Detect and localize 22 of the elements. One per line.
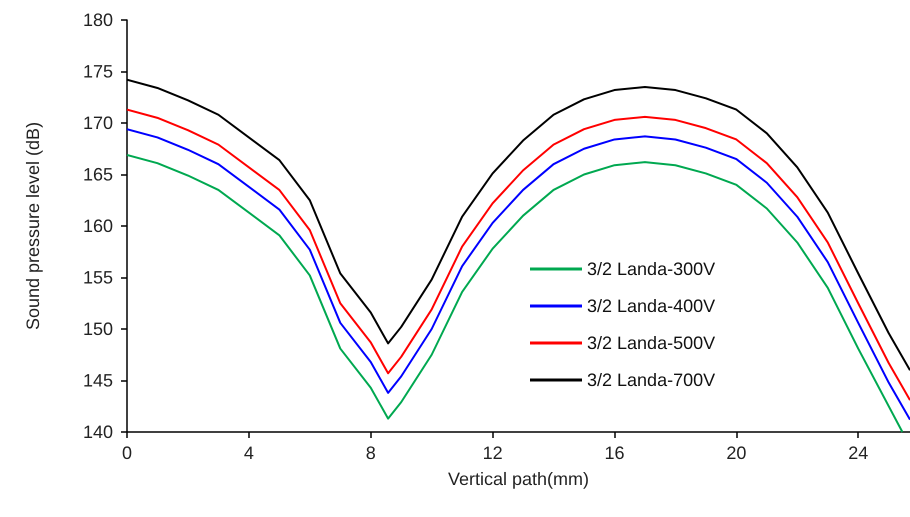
- legend-label: 3/2 Landa-300V: [587, 259, 716, 279]
- y-tick-label: 140: [82, 422, 113, 442]
- legend-label: 3/2 Landa-700V: [587, 370, 716, 390]
- y-tick-label: 145: [82, 370, 113, 390]
- y-tick-label: 175: [82, 62, 113, 82]
- y-axis-title: Sound pressure level (dB): [23, 122, 43, 330]
- y-tick-label: 155: [82, 268, 113, 288]
- x-tick-label: 4: [244, 443, 254, 463]
- y-tick-label: 150: [82, 319, 113, 339]
- x-tick-label: 24: [848, 443, 868, 463]
- x-tick-label: 12: [482, 443, 503, 463]
- legend-label: 3/2 Landa-400V: [587, 296, 716, 316]
- y-tick-label: 160: [82, 216, 113, 236]
- x-tick-label: 20: [726, 443, 746, 463]
- x-axis-title: Vertical path(mm): [448, 469, 590, 489]
- legend-label: 3/2 Landa-500V: [587, 333, 716, 353]
- x-tick-label: 0: [122, 443, 132, 463]
- y-tick-label: 180: [82, 10, 113, 30]
- x-tick-label: 16: [604, 443, 624, 463]
- y-tick-label: 165: [82, 164, 113, 184]
- y-tick-label: 170: [82, 113, 113, 133]
- x-tick-label: 8: [366, 443, 376, 463]
